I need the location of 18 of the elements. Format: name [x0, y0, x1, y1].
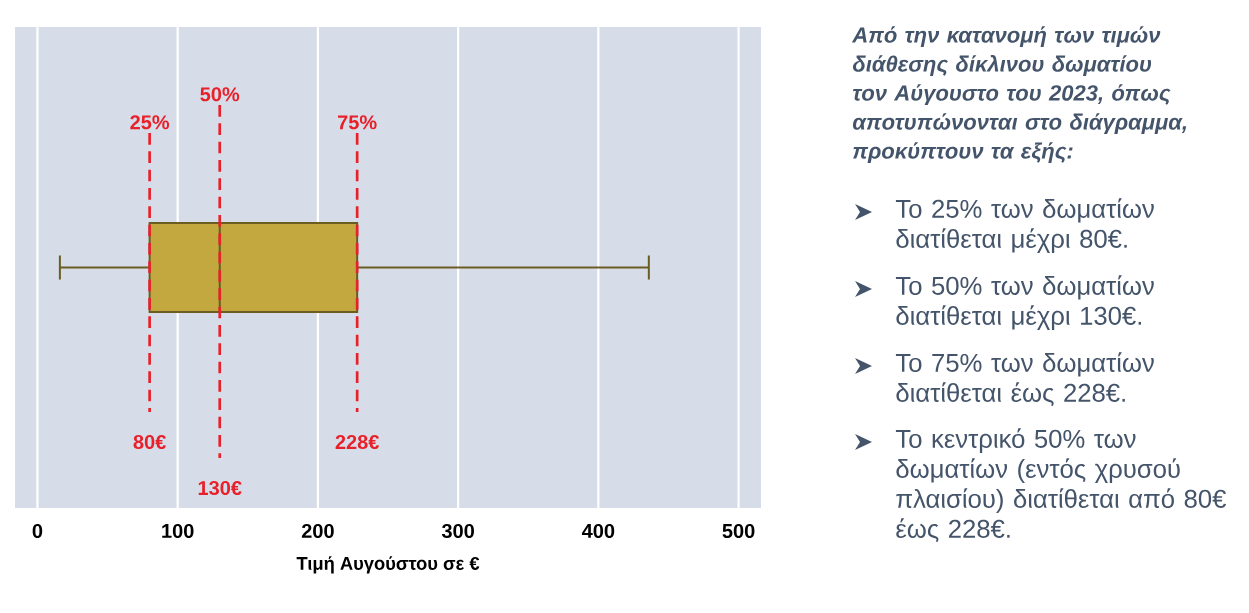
x-axis-title: Τιμή Αυγούστου σε € [296, 556, 480, 574]
ref-line-label: 130€ [198, 480, 242, 496]
text: Το 50% των δωματίων διατίθεται μέχρι 130€. [895, 275, 1154, 331]
x-tick-label: 100 [162, 523, 194, 539]
annotation: 50% [200, 87, 240, 102]
ref-line-label: 80€ [133, 434, 166, 450]
annotation: 75% [338, 115, 377, 130]
x-tick-label: 500 [722, 523, 755, 539]
x-tick-label: 0 [32, 523, 43, 539]
text: Το 75% των δωματίων διατίθεται έως 228€. [895, 352, 1154, 407]
x-tick-label: 400 [581, 523, 615, 539]
text: Το 25% των δωματίων διατίθεται μέχρι 80€. [895, 198, 1154, 254]
annotation: 25% [130, 115, 170, 130]
ref-line-label: 228€ [335, 434, 380, 450]
text: Από την κατανομή των τιμών διάθεσης δίκλινου δωματίου τον Αύγουστο του 2023, όπως αποτυπώνονται στο διάγραμμα, προκύπτουν τα εξής: [851, 26, 1187, 164]
x-tick-label: 300 [441, 523, 474, 539]
text: Το κεντρικό 50% των δωματίων (εντός χρυσού πλαισίου) διατίθεται από 80€ έως 228€. [895, 428, 1227, 543]
x-tick-label: 200 [301, 523, 334, 539]
